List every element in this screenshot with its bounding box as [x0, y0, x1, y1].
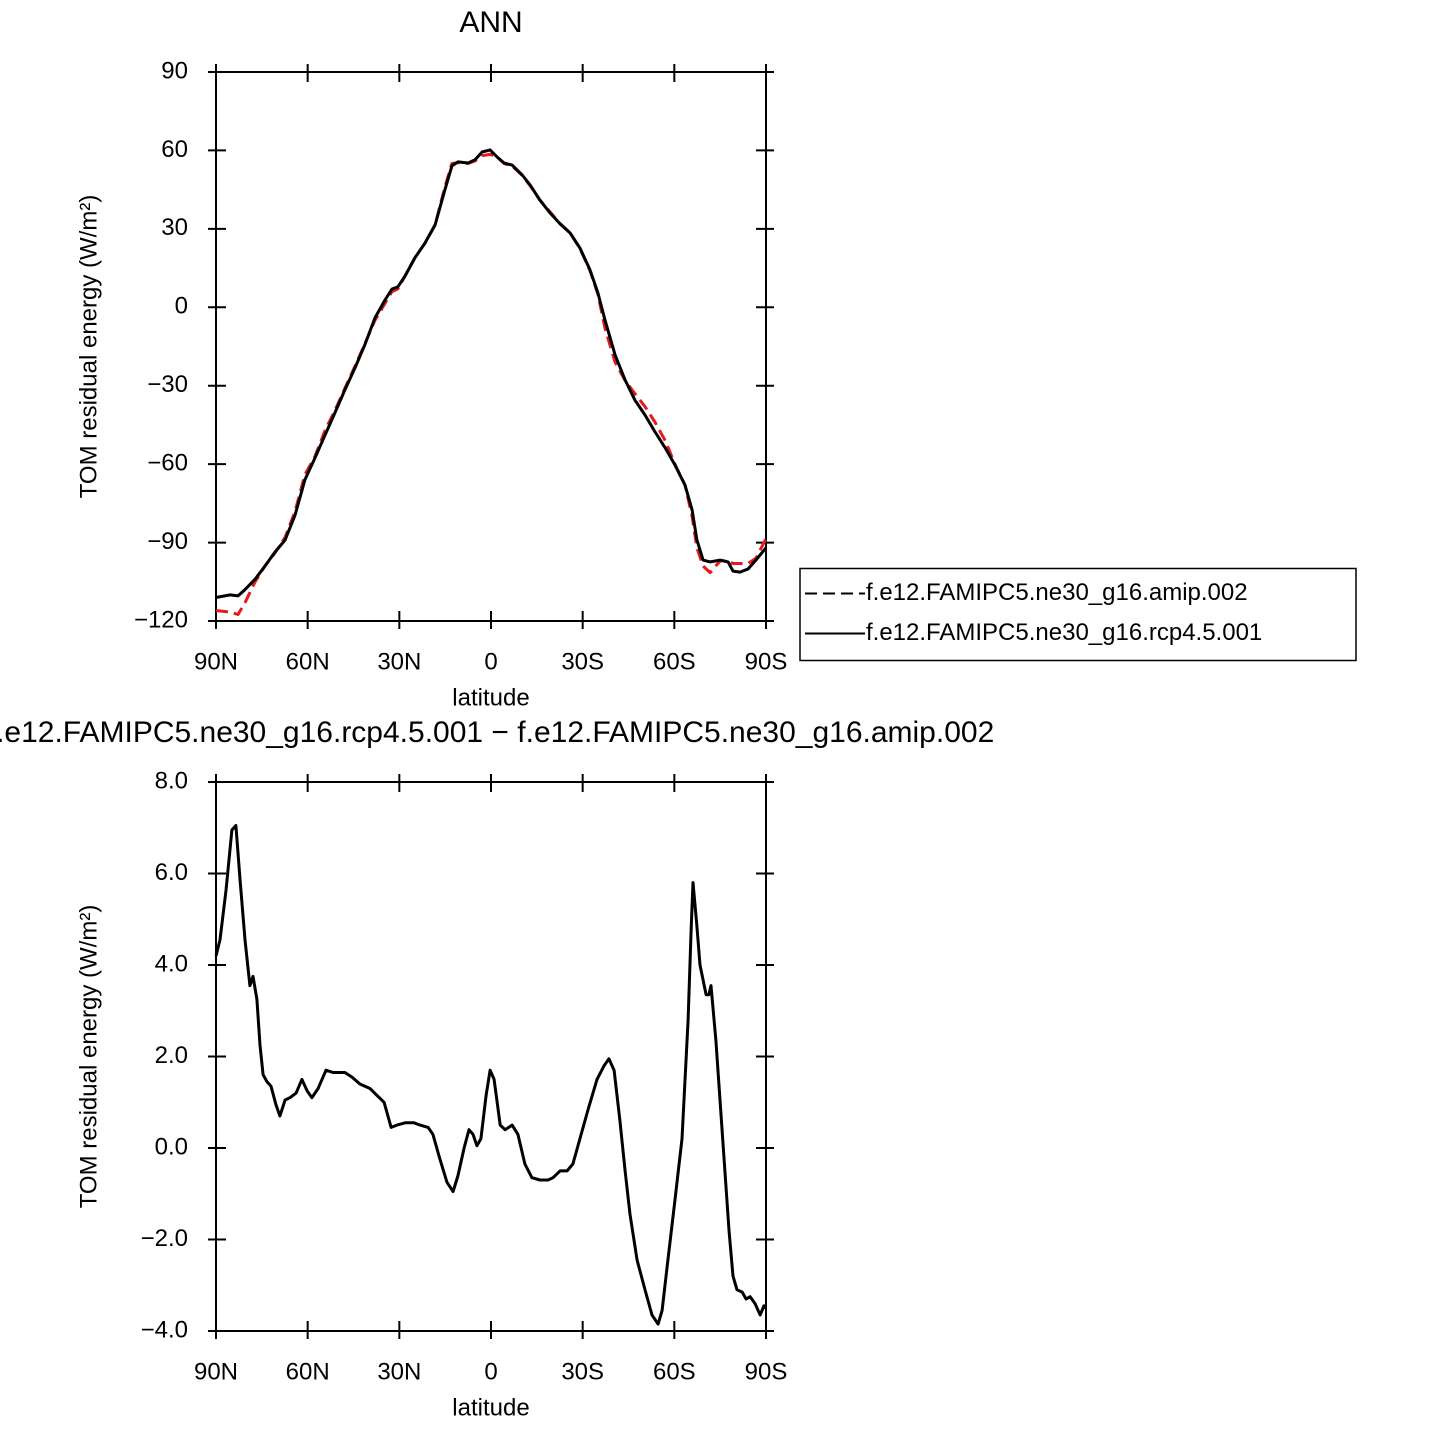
plot-frame: [215, 781, 767, 1332]
x-tick-label: 30N: [377, 1358, 421, 1385]
x-tick-label: 30S: [561, 648, 604, 675]
y-tick-label: −4.0: [141, 1316, 188, 1343]
x-tick-label: 60S: [653, 648, 696, 675]
y-axis-label: TOM residual energy (W/m²): [75, 195, 102, 499]
x-tick-label: 0: [484, 648, 497, 675]
x-tick-label: 90S: [745, 1358, 788, 1385]
y-tick-label: 60: [161, 136, 188, 163]
y-axis-label: TOM residual energy (W/m²): [75, 905, 102, 1209]
y-tick-label: −120: [134, 606, 188, 633]
x-tick-label: 60S: [653, 1358, 696, 1385]
y-tick-label: −2.0: [141, 1225, 188, 1252]
x-axis-label: latitude: [452, 684, 529, 711]
y-tick-label: 0: [175, 293, 188, 320]
y-tick-label: −90: [147, 528, 188, 555]
y-tick-label: 8.0: [155, 767, 188, 794]
data-line: [214, 824, 768, 1326]
chart-title: f.e12.FAMIPC5.ne30_g16.rcp4.5.001 − f.e1…: [0, 716, 994, 749]
data-line: [215, 152, 768, 616]
x-tick-label: 30N: [377, 648, 421, 675]
x-tick-label: 90N: [194, 648, 238, 675]
x-tick-label: 60N: [286, 1358, 330, 1385]
x-axis-label: latitude: [452, 1394, 529, 1421]
x-tick-label: 0: [484, 1358, 497, 1385]
y-tick-label: 4.0: [155, 950, 188, 977]
x-tick-label: 90S: [745, 648, 788, 675]
y-tick-label: 0.0: [155, 1133, 188, 1160]
y-tick-label: −30: [147, 371, 188, 398]
legend-label: f.e12.FAMIPC5.ne30_g16.rcp4.5.001: [866, 619, 1262, 646]
y-tick-label: 2.0: [155, 1042, 188, 1069]
legend-label: f.e12.FAMIPC5.ne30_g16.amip.002: [866, 579, 1248, 606]
x-tick-label: 60N: [286, 648, 330, 675]
y-tick-label: 90: [161, 57, 188, 84]
y-tick-label: 30: [161, 214, 188, 241]
data-line: [215, 148, 768, 599]
x-tick-label: 90N: [194, 1358, 238, 1385]
legend-box: [799, 567, 1357, 662]
x-tick-label: 30S: [561, 1358, 604, 1385]
y-tick-label: 6.0: [155, 859, 188, 886]
chart-title: ANN: [459, 6, 522, 39]
y-tick-label: −60: [147, 449, 188, 476]
